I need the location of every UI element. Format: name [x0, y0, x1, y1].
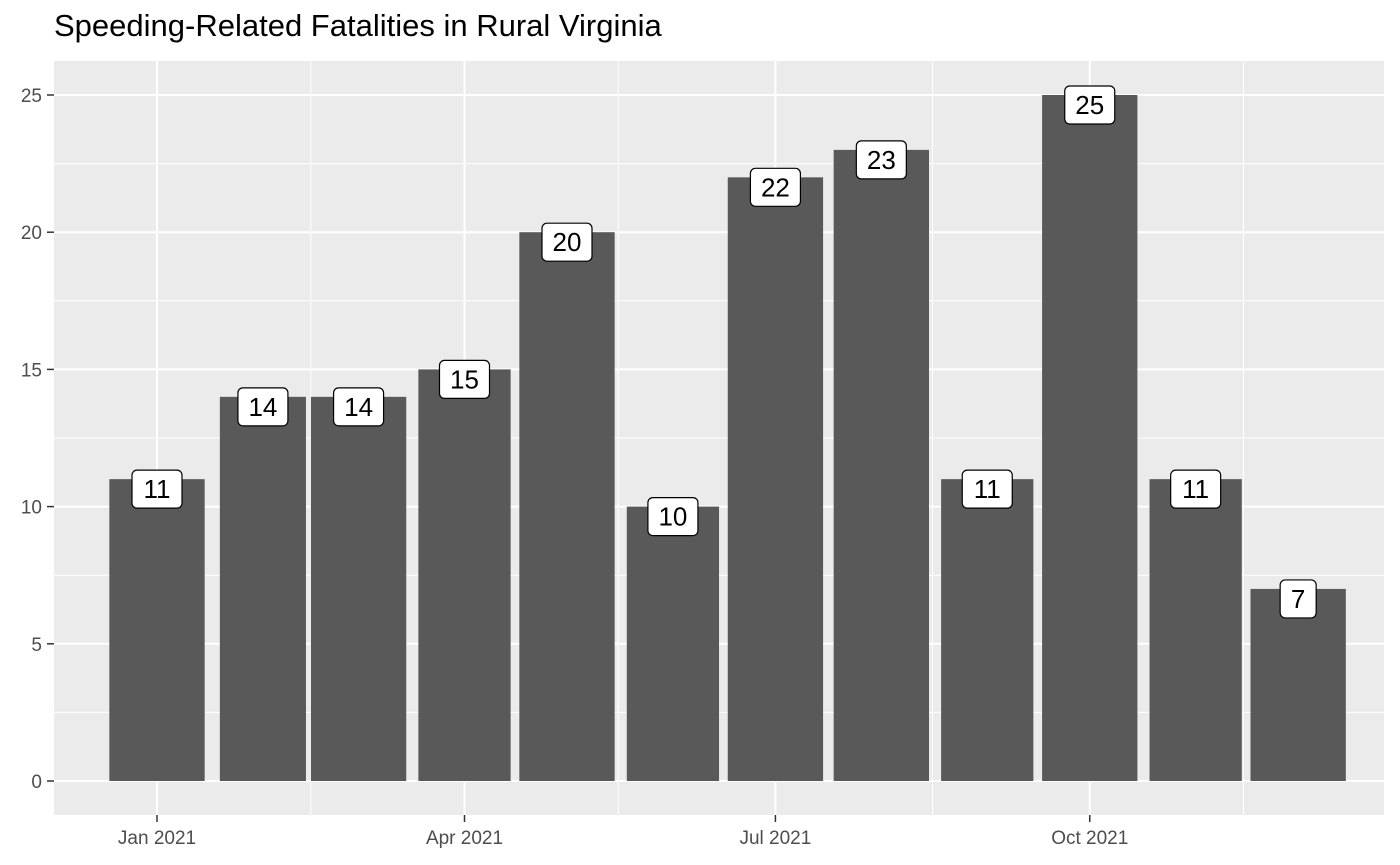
data-label-text: 11: [144, 474, 171, 504]
data-labels: 11 14 14 15 20 10 22 23 11 25 11 7: [131, 85, 1317, 619]
data-label-text: 14: [248, 392, 277, 422]
data-label: 23: [855, 140, 907, 180]
bar: [1042, 95, 1138, 781]
bar: [1149, 479, 1242, 781]
data-label-text: 20: [553, 227, 582, 257]
bar: [1250, 588, 1346, 781]
data-label: 11: [961, 469, 1013, 509]
data-label-text: 14: [344, 392, 373, 422]
data-label-box: [749, 167, 802, 207]
x-axis: Jan 2021 Apr 2021 Jul 2021 Oct 2021: [118, 815, 1128, 849]
bar: [109, 479, 205, 781]
x-tick-label: Jan 2021: [118, 828, 196, 849]
data-label: 15: [438, 359, 491, 399]
data-label-text: 15: [450, 364, 479, 394]
data-label-text: 25: [1075, 90, 1104, 120]
data-label-box: [1279, 579, 1317, 619]
bar: [418, 369, 511, 781]
data-label: 14: [237, 387, 289, 427]
data-label-text: 11: [1182, 474, 1209, 504]
x-tick-label: Oct 2021: [1051, 828, 1128, 849]
data-label: 25: [1064, 85, 1116, 125]
y-axis: 0 5 10 15 20 25: [21, 86, 54, 793]
data-label-text: 23: [867, 145, 896, 175]
data-label: 10: [647, 497, 699, 537]
data-label: 22: [749, 167, 802, 207]
data-label-text: 10: [658, 502, 687, 532]
data-label: 11: [131, 469, 183, 509]
y-tick-label: 0: [31, 772, 42, 793]
x-tick-label: Jul 2021: [739, 828, 811, 849]
y-tick-label: 20: [21, 223, 42, 244]
data-label-box: [961, 469, 1013, 509]
data-label: 20: [541, 222, 593, 262]
x-tick-label: Apr 2021: [426, 828, 503, 849]
y-tick-label: 5: [31, 635, 42, 656]
y-tick-label: 15: [21, 360, 42, 381]
data-label: 14: [332, 387, 385, 427]
bar: [310, 396, 407, 781]
data-label-box: [237, 387, 289, 427]
data-label-box: [647, 497, 699, 537]
data-label-text: 11: [974, 474, 1001, 504]
bar: [727, 177, 824, 781]
bar: [219, 396, 306, 781]
y-tick-label: 10: [21, 498, 42, 519]
data-label-box: [1170, 469, 1222, 509]
chart-title: Speeding-Related Fatalities in Rural Vir…: [54, 8, 662, 43]
bar: [519, 232, 615, 781]
bar: [626, 506, 720, 781]
data-label-box: [1064, 85, 1116, 125]
data-label-text: 22: [761, 172, 790, 202]
data-label-box: [438, 359, 491, 399]
data-label-box: [541, 222, 593, 262]
data-label-box: [855, 140, 907, 180]
data-label: 11: [1170, 469, 1222, 509]
y-tick-label: 25: [21, 86, 42, 107]
bar: [941, 479, 1034, 781]
data-label-box: [131, 469, 183, 509]
data-label: 7: [1279, 579, 1317, 619]
bars: [109, 95, 1346, 781]
bar: [833, 149, 929, 781]
data-label-text: 7: [1291, 584, 1305, 614]
data-label-box: [332, 387, 385, 427]
